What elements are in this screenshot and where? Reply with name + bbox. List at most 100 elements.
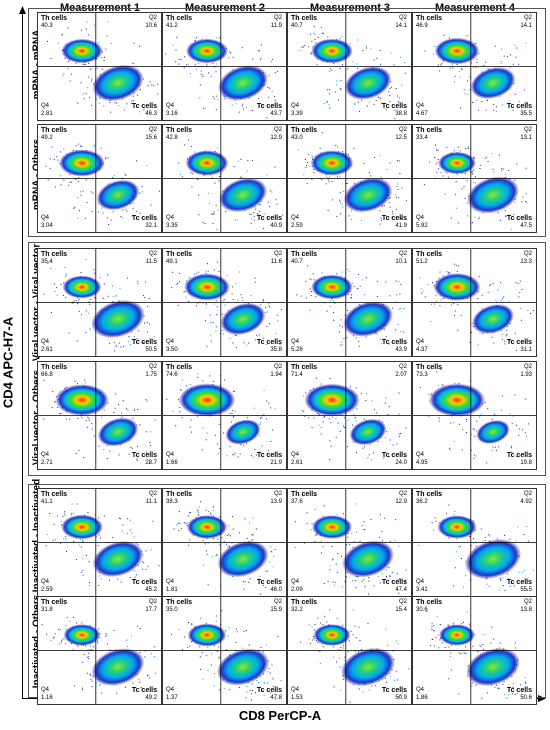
- q2-percent: 15.6: [145, 135, 157, 141]
- q2-label: Q2: [398, 15, 407, 21]
- tc-cells-label: Tc cells: [381, 215, 407, 222]
- tc-population: [472, 304, 514, 334]
- tc-percent: 35.8: [270, 347, 282, 353]
- tc-population: [225, 419, 261, 445]
- q4-label: Q4: [41, 103, 50, 109]
- tc-population: [342, 540, 394, 578]
- q4-label: Q4: [416, 215, 425, 221]
- scatter-panel: Th cells 49.1 Q2 11.6 Q4 3.50 Tc cells 35.8: [162, 248, 287, 357]
- q4-percent: 2.59: [291, 223, 303, 229]
- scatter-panel: Th cells 30.6 Q2 13.8 Q4 1.86 Tc cells 50.6: [412, 596, 537, 705]
- tc-population: [217, 540, 269, 578]
- th-percent: 73.3: [416, 372, 428, 378]
- q4-label: Q4: [416, 579, 425, 585]
- q2-percent: 13.1: [520, 135, 532, 141]
- tc-percent: 43.9: [395, 347, 407, 353]
- density-plot: [413, 125, 536, 232]
- scatter-panel: Th cells 40.7 Q2 14.1 Q4 3.39 Tc cells 38.8: [287, 12, 412, 121]
- tc-cells-label: Tc cells: [256, 339, 282, 346]
- tc-percent: 47.8: [270, 695, 282, 701]
- tc-percent: 47.4: [395, 587, 407, 593]
- tc-population: [220, 302, 266, 336]
- q2-label: Q2: [398, 491, 407, 497]
- q2-label: Q2: [523, 364, 532, 370]
- th-cells-label: Th cells: [416, 127, 443, 134]
- q4-label: Q4: [416, 339, 425, 345]
- q2-percent: 14.1: [395, 23, 407, 29]
- tc-percent: 50.5: [145, 347, 157, 353]
- q4-percent: 2.09: [291, 587, 303, 593]
- tc-cells-label: Tc cells: [506, 215, 532, 222]
- q2-percent: 1.75: [145, 372, 157, 378]
- scatter-panel: Th cells 51.2 Q2 13.3 Q4 4.37 Tc cells 31.1: [412, 248, 537, 357]
- tc-cells-label: Tc cells: [256, 215, 282, 222]
- q2-label: Q2: [273, 364, 282, 370]
- tc-population: [344, 66, 392, 100]
- group-frame-mrna: [28, 8, 546, 237]
- q4-percent: 5.92: [416, 223, 428, 229]
- th-population: [61, 514, 103, 540]
- scatter-panel: Th cells 43.0 Q2 12.5 Q4 2.59 Tc cells 41.9: [287, 124, 412, 233]
- q4-percent: 4.95: [416, 460, 428, 466]
- tc-cells-label: Tc cells: [131, 452, 157, 459]
- q4-label: Q4: [41, 215, 50, 221]
- th-percent: 35.4: [41, 259, 53, 265]
- tc-cells-label: Tc cells: [256, 452, 282, 459]
- tc-percent: 19.8: [520, 460, 532, 466]
- density-plot: [288, 362, 411, 469]
- q4-label: Q4: [166, 103, 175, 109]
- th-percent: 71.4: [291, 372, 303, 378]
- scatter-panel: Th cells 71.4 Q2 2.07 Q4 2.61 Tc cells 24.0: [287, 361, 412, 470]
- th-percent: 51.2: [416, 259, 428, 265]
- density-plot: [413, 489, 536, 596]
- density-plot: [163, 362, 286, 469]
- q2-label: Q2: [398, 599, 407, 605]
- density-plot: [163, 597, 286, 704]
- th-population: [61, 38, 103, 64]
- scatter-panel: Th cells 32.2 Q2 15.4 Q4 1.53 Tc cells 50.9: [287, 596, 412, 705]
- q4-percent: 2.81: [41, 111, 53, 117]
- tc-percent: 49.2: [145, 695, 157, 701]
- th-cells-label: Th cells: [291, 599, 318, 606]
- tc-percent: 50.6: [520, 695, 532, 701]
- th-population: [438, 151, 476, 175]
- scatter-panel: Th cells 73.3 Q2 1.93 Q4 4.95 Tc cells 19.8: [412, 361, 537, 470]
- th-population: [433, 273, 481, 301]
- th-cells-label: Th cells: [416, 364, 443, 371]
- q2-label: Q2: [148, 599, 157, 605]
- q2-label: Q2: [523, 251, 532, 257]
- q4-percent: 1.53: [291, 695, 303, 701]
- tc-percent: 31.1: [520, 347, 532, 353]
- th-cells-label: Th cells: [41, 364, 68, 371]
- density-plot: [413, 597, 536, 704]
- tc-cells-label: Tc cells: [131, 339, 157, 346]
- q4-percent: 1.66: [166, 460, 178, 466]
- th-cells-label: Th cells: [41, 15, 68, 22]
- th-population: [187, 623, 227, 647]
- tc-population: [92, 64, 144, 102]
- q4-percent: 2.61: [41, 347, 53, 353]
- q4-label: Q4: [291, 103, 300, 109]
- density-plot: [38, 489, 161, 596]
- q2-label: Q2: [273, 491, 282, 497]
- th-population: [437, 515, 477, 539]
- q4-label: Q4: [416, 103, 425, 109]
- q4-percent: 2.61: [291, 460, 303, 466]
- q4-label: Q4: [166, 339, 175, 345]
- th-population: [185, 150, 229, 176]
- density-plot: [288, 13, 411, 120]
- q4-percent: 1.86: [416, 695, 428, 701]
- tc-percent: 46.3: [145, 111, 157, 117]
- q2-percent: 11.9: [270, 23, 282, 29]
- th-percent: 66.8: [41, 372, 53, 378]
- q4-label: Q4: [166, 452, 175, 458]
- q2-percent: 1.94: [270, 372, 282, 378]
- q4-percent: 3.04: [41, 223, 53, 229]
- q2-label: Q2: [523, 127, 532, 133]
- tc-percent: 32.1: [145, 223, 157, 229]
- tc-population: [341, 647, 395, 687]
- q4-percent: 2.59: [41, 587, 53, 593]
- q2-percent: 11.6: [270, 259, 282, 265]
- th-population: [62, 275, 102, 299]
- tc-population: [343, 301, 393, 337]
